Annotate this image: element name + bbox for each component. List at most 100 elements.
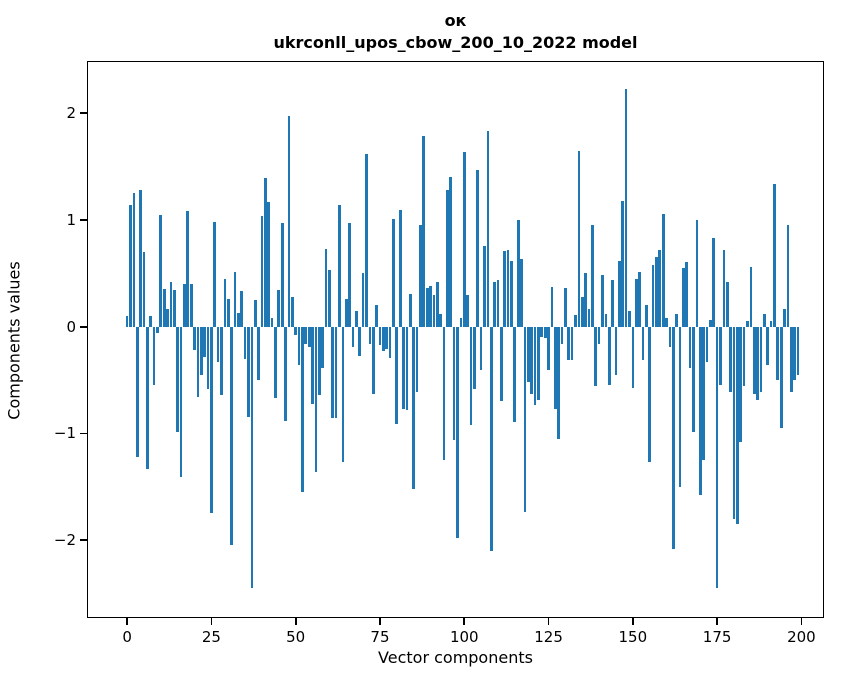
bar xyxy=(412,326,416,489)
bar xyxy=(432,294,436,327)
bar xyxy=(371,326,375,394)
bar xyxy=(682,267,685,327)
bar xyxy=(203,326,206,357)
x-tick-mark xyxy=(126,617,128,625)
bar xyxy=(651,264,655,327)
bar xyxy=(543,326,547,339)
x-tick-mark xyxy=(631,617,634,625)
bar xyxy=(516,219,520,327)
bar xyxy=(712,238,716,327)
bar xyxy=(634,278,638,327)
y-tick-label: 1 xyxy=(66,210,76,229)
bar xyxy=(442,326,446,461)
bar xyxy=(398,210,402,327)
bar xyxy=(675,313,679,327)
bar xyxy=(233,272,237,327)
x-tick-label: 0 xyxy=(122,628,132,646)
bar xyxy=(338,205,341,327)
bar xyxy=(496,279,500,327)
y-tick-mark xyxy=(80,325,88,328)
bar xyxy=(580,296,584,327)
bar xyxy=(486,131,490,327)
bar xyxy=(570,326,574,360)
bar xyxy=(294,326,298,336)
chart-title: ок ukrconll_upos_cbow_200_10_2022 model xyxy=(88,10,823,54)
bar xyxy=(237,312,240,327)
bar xyxy=(435,281,439,327)
bar xyxy=(688,326,692,369)
bar xyxy=(365,153,368,327)
bar xyxy=(702,326,705,461)
bar xyxy=(793,326,797,381)
bar xyxy=(584,273,587,327)
bar xyxy=(284,326,287,421)
bar xyxy=(564,288,567,327)
bar xyxy=(301,326,304,493)
x-tick-label: 175 xyxy=(702,628,732,646)
bar xyxy=(604,313,608,327)
bar xyxy=(321,326,324,369)
bar xyxy=(422,135,426,327)
x-tick-mark xyxy=(547,617,550,625)
bar xyxy=(756,326,759,401)
x-tick-mark xyxy=(716,617,718,625)
y-tick-mark xyxy=(80,432,88,435)
bar xyxy=(762,313,766,327)
y-tick-mark xyxy=(80,219,88,221)
bar xyxy=(186,211,190,327)
bar xyxy=(537,326,540,401)
plot-area xyxy=(88,62,823,617)
bar xyxy=(695,219,699,327)
bar xyxy=(314,326,318,472)
bar xyxy=(253,300,257,327)
bar xyxy=(405,326,409,410)
y-tick-mark xyxy=(80,112,88,115)
bar xyxy=(135,326,139,457)
bar xyxy=(658,249,662,327)
bar xyxy=(577,150,581,327)
bar xyxy=(277,290,281,327)
bar xyxy=(618,260,621,327)
bar xyxy=(473,326,476,389)
x-tick-label: 75 xyxy=(370,628,390,646)
bar xyxy=(129,205,132,327)
bar xyxy=(149,316,153,327)
bar xyxy=(264,178,267,327)
bar xyxy=(287,116,291,327)
bar xyxy=(661,213,665,327)
bar xyxy=(523,326,527,513)
x-tick-mark xyxy=(800,617,803,625)
bar xyxy=(270,318,274,327)
bar xyxy=(587,308,591,327)
bar xyxy=(644,305,648,327)
bar xyxy=(553,326,557,409)
bar xyxy=(783,308,786,327)
bar xyxy=(172,290,176,327)
bar xyxy=(348,223,351,327)
y-axis-label: Components values xyxy=(4,261,24,420)
bar xyxy=(358,326,362,356)
y-tick-mark xyxy=(80,539,88,541)
bar xyxy=(210,326,213,514)
bar xyxy=(739,326,743,442)
bar xyxy=(257,326,260,381)
bar xyxy=(375,305,378,327)
bar xyxy=(476,169,480,327)
bar xyxy=(510,260,513,327)
bar xyxy=(328,270,331,327)
bar xyxy=(331,326,335,419)
bar xyxy=(705,326,709,362)
bar xyxy=(449,177,453,327)
bar xyxy=(452,326,456,440)
bar xyxy=(692,326,695,433)
bar xyxy=(125,316,129,327)
bar xyxy=(213,222,217,327)
bar xyxy=(641,326,645,360)
bar xyxy=(355,310,358,327)
bar xyxy=(189,284,193,327)
bar xyxy=(334,326,338,419)
bar xyxy=(776,326,780,381)
bar xyxy=(719,326,722,386)
bar xyxy=(736,326,739,525)
bar xyxy=(260,215,264,327)
